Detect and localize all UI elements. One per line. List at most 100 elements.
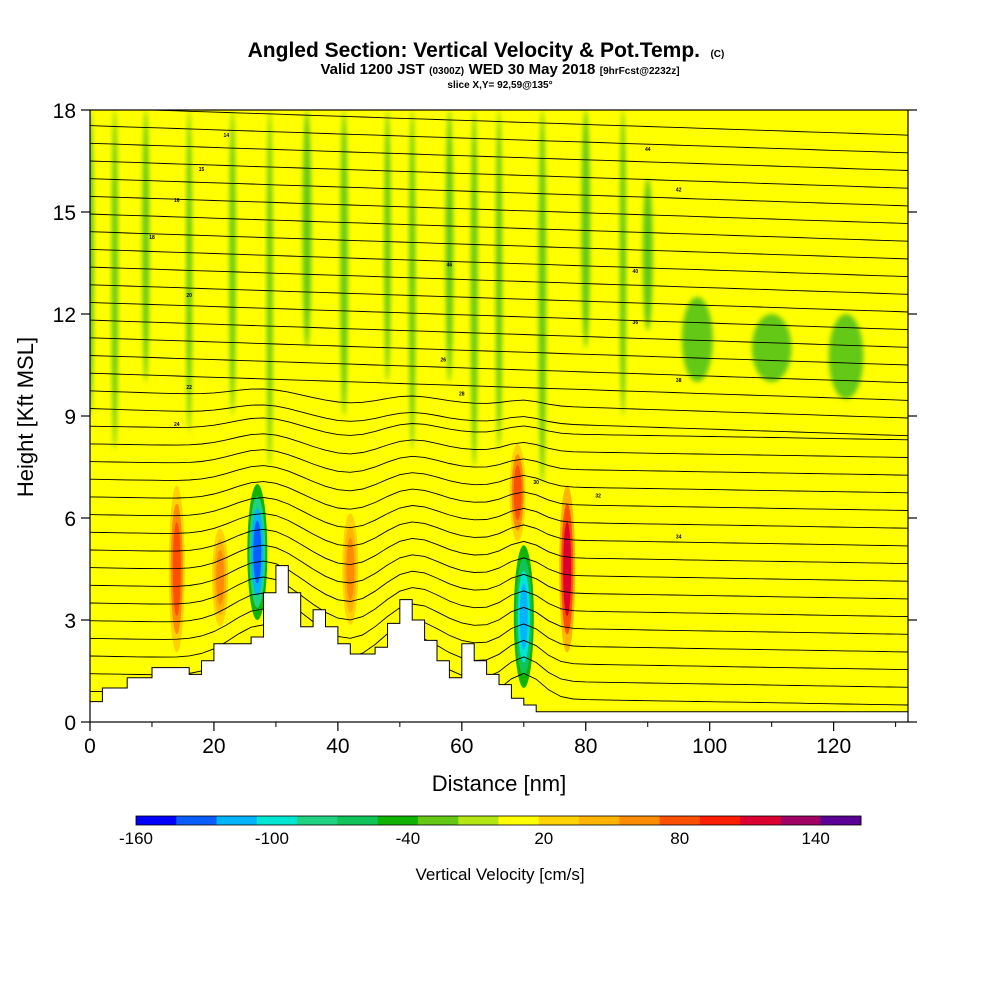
theta-contour-label: 46 — [447, 262, 453, 268]
y-tick-label: 3 — [64, 610, 76, 633]
weak-updraft-zone — [90, 514, 115, 624]
weak-downdraft-band — [384, 110, 391, 382]
theta-contour-line — [90, 231, 908, 260]
x-tick-label: 40 — [326, 735, 349, 758]
downdraft-core — [519, 583, 528, 650]
theta-contour-label: 36 — [633, 320, 639, 326]
weak-updraft-zone — [127, 548, 164, 658]
theta-contour-label: 18 — [149, 235, 155, 241]
weak-downdraft-band — [186, 110, 192, 433]
colorbar-label: Vertical Velocity [cm/s] — [415, 865, 584, 884]
theta-contour-label: 14 — [224, 133, 230, 139]
updraft-core — [563, 522, 572, 616]
colorbar-swatch — [136, 816, 177, 825]
weak-downdraft-band — [340, 110, 348, 416]
colorbar-tick-label: 80 — [670, 829, 689, 848]
theta-contour-line — [90, 528, 908, 566]
weak-downdraft-band — [642, 178, 653, 331]
updraft-core — [346, 537, 355, 601]
theta-contour-label: 42 — [676, 188, 682, 194]
theta-contour-label: 22 — [186, 385, 192, 391]
colorbar-swatch — [699, 816, 741, 825]
theta-contour-line — [90, 337, 908, 366]
colorbar-swatch — [498, 816, 540, 825]
weak-updraft-zone — [296, 497, 317, 607]
terrain — [90, 565, 908, 722]
colorbar-swatch — [216, 816, 258, 825]
theta-contour-line — [90, 284, 908, 313]
colorbar-swatch — [458, 816, 499, 825]
theta-contour-line — [90, 178, 908, 207]
x-axis-label: Distance [nm] — [432, 771, 567, 796]
weak-downdraft-band — [495, 110, 503, 450]
velocity-field — [90, 110, 869, 692]
theta-contour-line — [90, 125, 908, 154]
theta-contour-label: 44 — [645, 147, 651, 153]
colorbar-swatch — [176, 816, 218, 825]
colorbar-swatch — [538, 816, 580, 825]
theta-contour-line — [90, 433, 908, 458]
theta-contour-label: 32 — [595, 494, 601, 500]
theta-contour-label: 26 — [440, 358, 446, 364]
colorbar-swatch — [377, 816, 419, 825]
weak-downdraft-band — [470, 110, 478, 467]
colorbar-swatch — [579, 816, 620, 825]
theta-contour-line — [90, 301, 908, 331]
theta-contour-line — [90, 388, 908, 419]
theta-contour-line — [90, 417, 908, 441]
chart-title: Angled Section: Vertical Velocity & Pot.… — [248, 39, 725, 62]
theta-contour-line — [90, 512, 908, 547]
y-tick-label: 6 — [64, 508, 76, 531]
theta-contour-line — [90, 355, 908, 384]
colorbar-tick-label: 20 — [534, 829, 553, 848]
theta-contour-line — [90, 142, 908, 171]
theta-contour-line — [90, 195, 908, 225]
x-tick-label: 120 — [816, 735, 851, 758]
plot-area: 14 15 16 18 20 22 24 26 28 30 32 34 36 38 40 42 44 46 — [90, 110, 908, 722]
y-axis-label: Height [Kft MSL] — [13, 337, 38, 497]
slice-caption: slice X,Y= 92,59@135° — [447, 80, 552, 91]
weak-downdraft-band — [681, 297, 713, 382]
y-tick-label: 9 — [64, 406, 76, 429]
y-tick-label: 15 — [53, 202, 76, 225]
downdraft-core — [253, 520, 262, 584]
weak-downdraft-band — [111, 110, 118, 450]
colorbar-swatch — [619, 816, 661, 825]
weak-updraft-zone — [848, 565, 869, 675]
theta-contour-label: 28 — [459, 392, 465, 398]
theta-contour-line — [90, 544, 908, 584]
theta-contour-line — [138, 110, 908, 136]
theta-contour-line — [90, 248, 908, 278]
weak-updraft-zone — [429, 531, 458, 641]
theta-contour-line — [90, 592, 908, 639]
chart-subtitle: Valid 1200 JST (0300Z) WED 30 May 2018 [… — [320, 61, 679, 78]
weak-updraft-zone — [712, 582, 757, 692]
x-tick-label: 0 — [84, 735, 96, 758]
weak-updraft-zone — [623, 565, 648, 675]
theta-contour-line — [90, 449, 908, 476]
theta-contour-line — [90, 160, 908, 189]
weak-downdraft-band — [409, 110, 416, 450]
colorbar-swatch — [740, 816, 781, 825]
theta-contour-line — [90, 404, 908, 437]
weak-downdraft-band — [90, 110, 94, 416]
colorbar-tick-label: -40 — [396, 829, 421, 848]
colorbar-tick-label: 140 — [802, 829, 830, 848]
weak-downdraft-band — [581, 110, 591, 348]
theta-contour-label: 24 — [174, 422, 180, 428]
y-tick-label: 0 — [64, 712, 76, 735]
updraft-core — [513, 465, 522, 520]
colorbar-swatch — [659, 816, 701, 825]
colorbar-swatch — [256, 816, 298, 825]
theta-contour-label: 38 — [676, 378, 682, 384]
colorbar-tick-label: -100 — [255, 829, 289, 848]
colorbar-tick-label: -160 — [119, 829, 153, 848]
colorbar-swatch — [780, 816, 822, 825]
y-tick-label: 18 — [53, 100, 76, 123]
weak-downdraft-band — [538, 110, 547, 484]
colorbar-swatch — [297, 816, 338, 825]
theta-contour-line — [90, 319, 908, 348]
theta-contour-line — [90, 497, 908, 529]
